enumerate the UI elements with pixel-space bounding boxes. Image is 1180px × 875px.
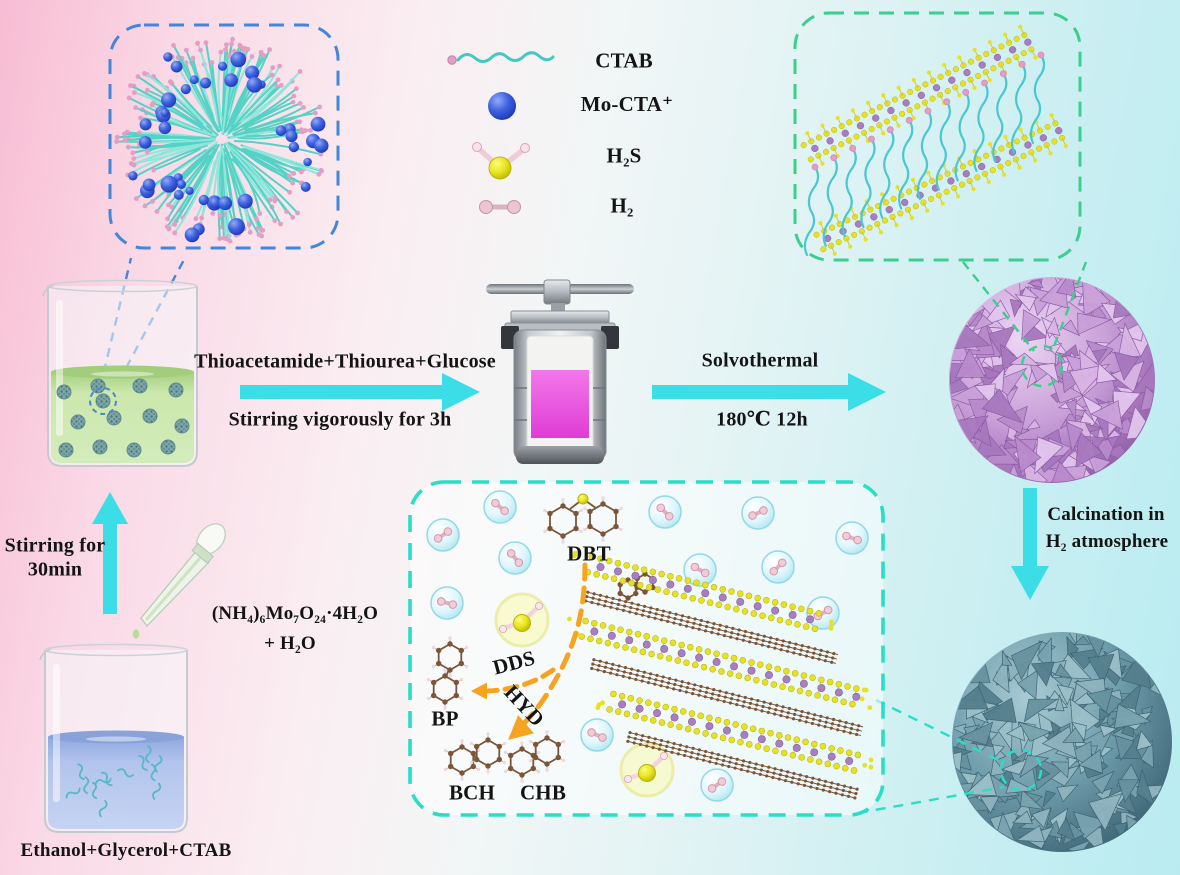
h2s-in-glow	[494, 592, 550, 648]
bch-molecule	[443, 732, 507, 781]
dbt-molecule	[543, 493, 623, 544]
highlighted-micelle-circle	[89, 387, 117, 415]
h2-bubble	[430, 586, 464, 620]
reaction-pathway-arrows	[471, 562, 588, 740]
dropper-pipette	[132, 523, 226, 639]
h2-bubble	[835, 521, 869, 555]
mos2-carbon-slab-graphic	[567, 550, 874, 800]
stirring-30min-label-line2: 30min	[27, 558, 83, 581]
calcination-label-line2: H₂ atmosphere	[1045, 531, 1169, 552]
mos2-ctab-layer	[813, 113, 1069, 256]
step1-reagents-label: Thioacetamide+Thiourea+Glucose	[194, 350, 496, 373]
micelle-zoom-box	[108, 23, 340, 250]
legend-label-ctab: CTAB	[595, 48, 653, 73]
hyd-label: HYD	[499, 680, 550, 732]
mixing-arrow	[240, 373, 480, 411]
nanoflower-zoom-circle-green	[1020, 344, 1064, 388]
autoclave-liquid	[531, 370, 589, 438]
mos2-c-nanoflower-teal	[952, 632, 1172, 852]
step1-condition-label: Stirring vigorously for 3h	[228, 408, 452, 431]
intercalated-layers-zoom-box	[793, 11, 1082, 262]
calcination-label-line1: Calcination in	[1047, 504, 1165, 525]
legend-icons	[447, 51, 555, 214]
dbt-label: DBT	[567, 541, 611, 566]
mos2-ctab-layer	[800, 24, 1038, 166]
ethanol-glycerol-ctab-label: Ethanol+Glycerol+CTAB	[20, 840, 232, 861]
h2-bubble	[700, 768, 734, 802]
h2-bubble	[648, 495, 682, 529]
chb-molecule	[503, 730, 566, 783]
mo-cta-sphere-icon	[488, 92, 516, 120]
h2-bubble	[761, 550, 795, 584]
h2-bubble	[806, 596, 840, 630]
mos2-nanoflower-purple	[949, 277, 1155, 483]
h2-bubble	[426, 518, 460, 552]
h2-bubbles	[426, 490, 869, 802]
micelle-zoom-callout-lines	[98, 255, 188, 397]
ctab-solution-beaker	[39, 643, 188, 833]
stirring-30min-label-line1: Stirring for	[4, 534, 106, 557]
step2-name-label: Solvothermal	[701, 349, 819, 372]
bp-label: BP	[431, 706, 459, 731]
nanoflower-zoom-circle-teal	[999, 748, 1043, 792]
h2-bubble	[683, 553, 717, 587]
micelle-solution-beaker	[42, 279, 198, 467]
h2s-glow-molecules	[494, 592, 675, 798]
solvothermal-arrow	[652, 373, 886, 411]
ammonium-molybdate-label-line1: (NH₄)₆Mo₇O₂₄·4H₂O	[211, 603, 379, 624]
legend-label-h2: H₂	[610, 193, 634, 218]
h2-molecule-icon	[479, 200, 521, 214]
stirring-up-arrow	[92, 492, 128, 614]
hds-zoom-callout-lines	[857, 698, 1043, 815]
mos2-ctab-layers-graphic	[800, 24, 1069, 257]
ctab-chain-icon	[447, 51, 555, 65]
legend-label-h2s: H₂S	[606, 143, 642, 168]
ctab-micelle-graphic	[114, 36, 329, 244]
bch-label: BCH	[448, 780, 496, 805]
dds-label: DDS	[490, 645, 538, 680]
adsorbed-molecule	[617, 571, 656, 601]
h2-bubble	[498, 541, 532, 575]
droplet	[132, 629, 140, 639]
ammonium-molybdate-label-line2: + H₂O	[264, 633, 316, 654]
autoclave-graphic	[486, 279, 634, 464]
h2s-in-glow	[619, 742, 675, 798]
hds-reaction-box	[408, 480, 885, 817]
layers-zoom-callout-lines	[962, 261, 1088, 388]
bp-molecule	[426, 636, 469, 710]
h2-bubble	[741, 496, 775, 530]
legend-label-mo-cta: Mo-CTA⁺	[580, 92, 674, 116]
h2s-molecule-icon	[472, 142, 530, 180]
calcination-down-arrow	[1011, 488, 1049, 600]
h2-bubble	[580, 718, 614, 752]
chb-label: CHB	[519, 780, 567, 805]
step2-condition-label: 180℃ 12h	[716, 408, 808, 431]
h2-bubble	[483, 490, 517, 524]
sulfur-atom	[577, 493, 589, 505]
